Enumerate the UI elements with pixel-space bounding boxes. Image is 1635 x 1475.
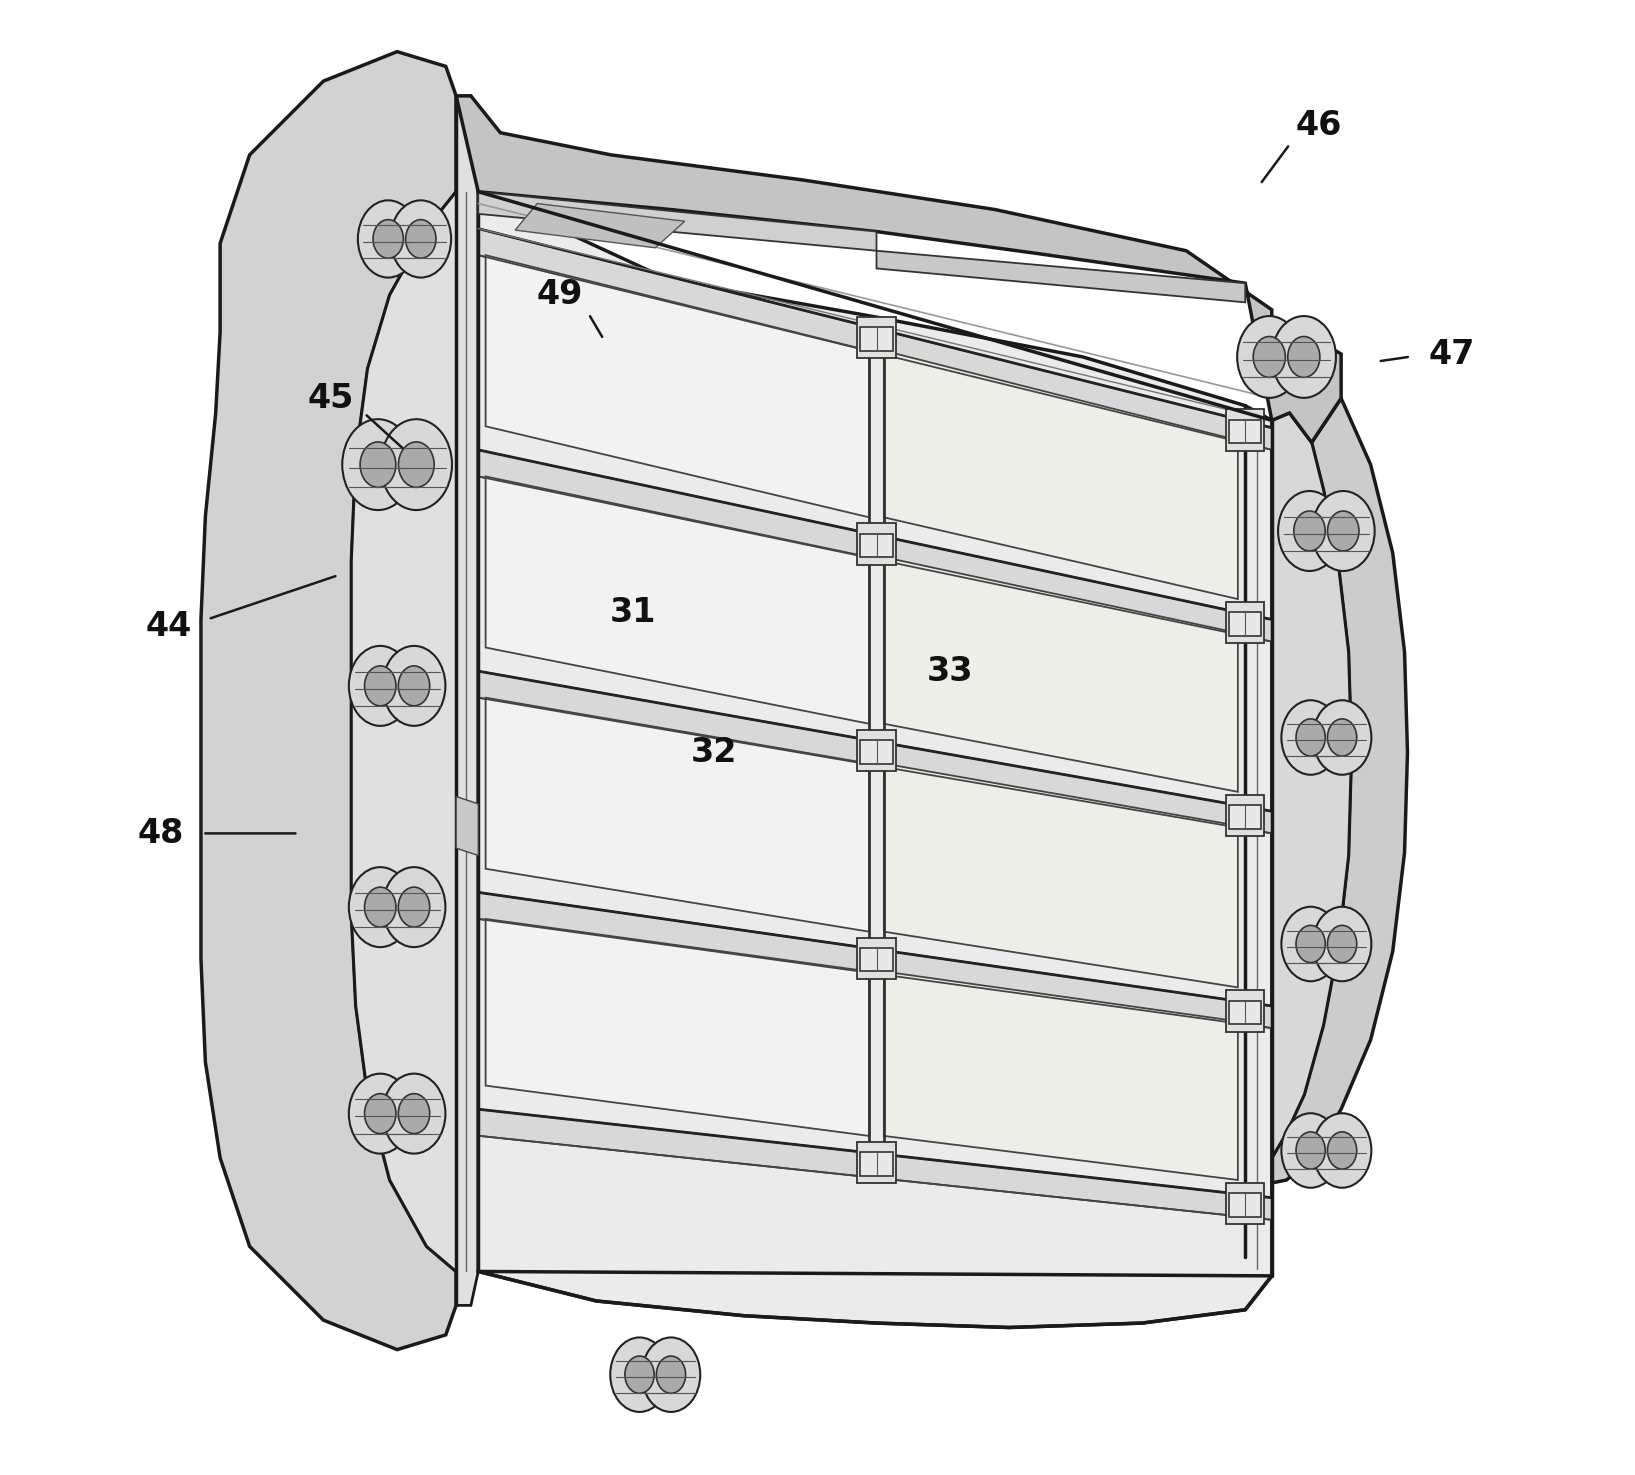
- Ellipse shape: [1328, 510, 1359, 552]
- Polygon shape: [1272, 413, 1352, 1183]
- Ellipse shape: [373, 220, 404, 258]
- Polygon shape: [479, 892, 1272, 1028]
- Polygon shape: [456, 796, 479, 855]
- Ellipse shape: [360, 442, 396, 487]
- Polygon shape: [1230, 805, 1262, 829]
- Ellipse shape: [381, 419, 451, 510]
- Polygon shape: [1230, 612, 1262, 636]
- Ellipse shape: [1313, 907, 1372, 981]
- Polygon shape: [885, 972, 1238, 1180]
- Ellipse shape: [1313, 701, 1372, 774]
- Ellipse shape: [358, 201, 419, 277]
- Polygon shape: [486, 476, 870, 724]
- Ellipse shape: [1272, 316, 1336, 398]
- Polygon shape: [857, 730, 896, 771]
- Ellipse shape: [1238, 316, 1301, 398]
- Polygon shape: [1226, 795, 1264, 836]
- Polygon shape: [486, 919, 870, 1136]
- Polygon shape: [857, 1142, 896, 1183]
- Ellipse shape: [342, 419, 414, 510]
- Ellipse shape: [1328, 1131, 1357, 1170]
- Polygon shape: [456, 96, 1341, 442]
- Polygon shape: [1226, 602, 1264, 643]
- Polygon shape: [1272, 398, 1408, 1183]
- Ellipse shape: [391, 201, 451, 277]
- Polygon shape: [860, 327, 893, 351]
- Text: 31: 31: [610, 596, 656, 628]
- Ellipse shape: [383, 867, 445, 947]
- Text: 48: 48: [137, 817, 185, 850]
- Ellipse shape: [399, 1093, 430, 1134]
- Ellipse shape: [1328, 718, 1357, 757]
- Ellipse shape: [365, 1093, 396, 1134]
- Polygon shape: [857, 938, 896, 979]
- Polygon shape: [857, 317, 896, 358]
- Text: 32: 32: [692, 736, 737, 768]
- Polygon shape: [201, 52, 456, 1350]
- Ellipse shape: [348, 867, 412, 947]
- Ellipse shape: [405, 220, 437, 258]
- Polygon shape: [1230, 1000, 1262, 1024]
- Ellipse shape: [365, 886, 396, 928]
- Polygon shape: [1226, 409, 1264, 450]
- Ellipse shape: [1282, 1114, 1341, 1187]
- Polygon shape: [479, 192, 876, 251]
- Ellipse shape: [1297, 1131, 1326, 1170]
- Polygon shape: [860, 948, 893, 972]
- Ellipse shape: [383, 646, 445, 726]
- Polygon shape: [479, 229, 1272, 450]
- Ellipse shape: [365, 665, 396, 707]
- Text: 33: 33: [927, 655, 973, 687]
- Polygon shape: [1226, 990, 1264, 1031]
- Polygon shape: [479, 192, 1272, 1328]
- Polygon shape: [860, 740, 893, 764]
- Ellipse shape: [1311, 491, 1375, 571]
- Text: 45: 45: [307, 382, 353, 414]
- Ellipse shape: [1297, 718, 1326, 757]
- Polygon shape: [876, 251, 1246, 302]
- Ellipse shape: [399, 886, 430, 928]
- Polygon shape: [479, 671, 1272, 833]
- Text: 47: 47: [1429, 338, 1475, 370]
- Polygon shape: [1230, 419, 1262, 442]
- Polygon shape: [486, 698, 870, 932]
- Ellipse shape: [1288, 336, 1319, 378]
- Polygon shape: [479, 1109, 1272, 1220]
- Ellipse shape: [399, 665, 430, 707]
- Ellipse shape: [625, 1356, 654, 1394]
- Ellipse shape: [1328, 925, 1357, 963]
- Polygon shape: [486, 255, 870, 518]
- Polygon shape: [857, 524, 896, 565]
- Ellipse shape: [1297, 925, 1326, 963]
- Ellipse shape: [1279, 491, 1341, 571]
- Polygon shape: [885, 351, 1238, 599]
- Ellipse shape: [1313, 1114, 1372, 1187]
- Polygon shape: [860, 534, 893, 558]
- Polygon shape: [479, 450, 1272, 642]
- Ellipse shape: [1254, 336, 1285, 378]
- Polygon shape: [515, 204, 685, 248]
- Polygon shape: [885, 764, 1238, 987]
- Ellipse shape: [656, 1356, 685, 1394]
- Polygon shape: [885, 558, 1238, 792]
- Polygon shape: [352, 96, 479, 1305]
- Ellipse shape: [383, 1074, 445, 1153]
- Text: 49: 49: [536, 279, 582, 311]
- Text: 46: 46: [1297, 109, 1342, 142]
- Ellipse shape: [399, 442, 435, 487]
- Text: 44: 44: [146, 611, 191, 643]
- Polygon shape: [860, 1152, 893, 1176]
- Ellipse shape: [348, 646, 412, 726]
- Polygon shape: [1226, 1183, 1264, 1224]
- Polygon shape: [1230, 1193, 1262, 1217]
- Ellipse shape: [1282, 907, 1341, 981]
- Ellipse shape: [1293, 510, 1326, 552]
- Ellipse shape: [1282, 701, 1341, 774]
- Ellipse shape: [348, 1074, 412, 1153]
- Ellipse shape: [610, 1338, 669, 1412]
- Ellipse shape: [641, 1338, 700, 1412]
